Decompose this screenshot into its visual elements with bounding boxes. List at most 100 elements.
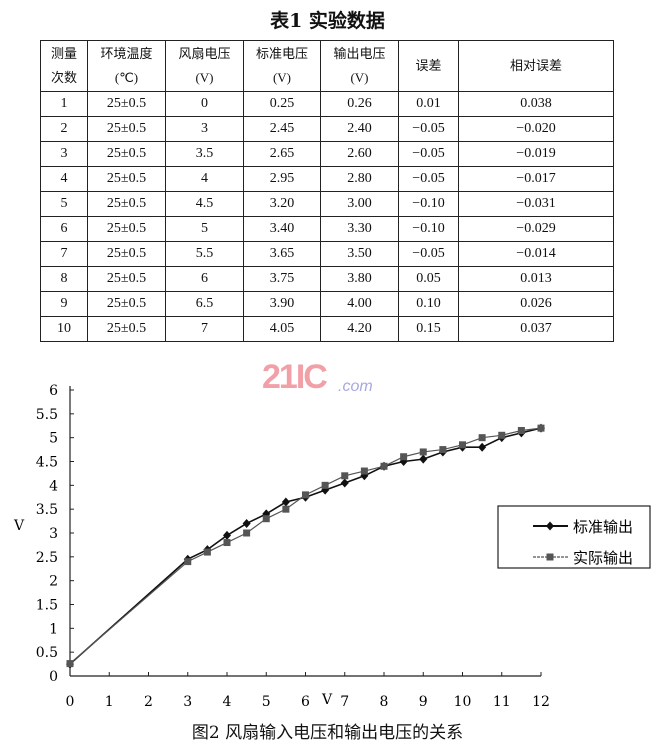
table-cell: 25±0.5 bbox=[87, 116, 166, 142]
x-tick-label: 9 bbox=[419, 694, 428, 710]
table-cell: 6 bbox=[40, 216, 88, 242]
table-cell: −0.020 bbox=[458, 116, 614, 142]
table-cell: −0.05 bbox=[398, 141, 459, 167]
x-tick-label: 8 bbox=[380, 694, 389, 710]
table-cell: 3.75 bbox=[243, 266, 321, 292]
data-point bbox=[321, 481, 329, 489]
table-cell: 0.15 bbox=[398, 316, 459, 342]
table-cell: 2.40 bbox=[320, 116, 399, 142]
column-header-line: 相对误差 bbox=[509, 58, 562, 73]
table-row: 10 25±0.5 7 4.05 4.20 0.15 0.037 bbox=[40, 316, 614, 342]
table-row: 2 25±0.5 3 2.45 2.40 −0.05 −0.020 bbox=[40, 116, 614, 142]
table-cell: 0.01 bbox=[398, 91, 459, 117]
table-row: 9 25±0.5 6.5 3.90 4.00 0.10 0.026 bbox=[40, 291, 614, 317]
legend-marker bbox=[546, 521, 554, 531]
chart-caption: 图2 风扇输入电压和输出电压的关系 bbox=[191, 723, 464, 743]
table-cell: 25±0.5 bbox=[87, 241, 166, 267]
column-header-line: 输出电压 bbox=[333, 46, 386, 61]
data-point bbox=[340, 478, 349, 488]
table-cell: 2.95 bbox=[243, 166, 321, 192]
table-cell: 7 bbox=[40, 241, 88, 267]
table-cell: 7 bbox=[165, 316, 244, 342]
data-point bbox=[400, 453, 408, 461]
table-cell: 25±0.5 bbox=[87, 266, 166, 292]
table-cell: 6.5 bbox=[165, 291, 244, 317]
table-cell: 25±0.5 bbox=[87, 291, 166, 317]
table-row: 7 25±0.5 5.5 3.65 3.50 −0.05 −0.014 bbox=[40, 241, 614, 267]
table-cell: 4.00 bbox=[320, 291, 399, 317]
table-cell: 0.037 bbox=[458, 316, 614, 342]
column-header: 相对误差 bbox=[458, 40, 614, 92]
data-point bbox=[302, 491, 309, 499]
y-tick-label: 0 bbox=[49, 669, 58, 685]
table-cell: 0.05 bbox=[398, 266, 459, 292]
table-cell: −0.05 bbox=[398, 241, 459, 267]
table-cell: 0.26 bbox=[320, 91, 399, 117]
y-tick-label: 0.5 bbox=[36, 645, 58, 661]
table-cell: 3.50 bbox=[320, 241, 399, 267]
x-tick-label: 12 bbox=[532, 694, 550, 710]
table-cell: 0.10 bbox=[398, 291, 459, 317]
table-row: 4 25±0.5 4 2.95 2.80 −0.05 −0.017 bbox=[40, 166, 614, 192]
column-header: 测量 次数 bbox=[40, 40, 88, 92]
table-cell: 3.00 bbox=[320, 191, 399, 217]
table-cell: 25±0.5 bbox=[87, 91, 166, 117]
column-header-line: (V) bbox=[272, 70, 292, 85]
table-cell: 5 bbox=[40, 191, 88, 217]
column-header-line: 风扇电压 bbox=[178, 46, 231, 61]
table-cell: 9 bbox=[40, 291, 88, 317]
table-cell: 2.45 bbox=[243, 116, 321, 142]
column-header-line: (℃) bbox=[114, 70, 139, 85]
y-tick-label: 3 bbox=[49, 526, 58, 542]
column-header-line: 环境温度 bbox=[100, 46, 153, 61]
series-line-standard bbox=[69, 427, 542, 665]
table-cell: 8 bbox=[40, 266, 88, 292]
table-cell: 1 bbox=[40, 91, 88, 117]
table-cell: 5 bbox=[165, 216, 244, 242]
table-cell: 3.40 bbox=[243, 216, 321, 242]
column-header-line: 次数 bbox=[50, 70, 77, 85]
x-tick-label: 6 bbox=[301, 694, 310, 710]
table-cell: −0.05 bbox=[398, 166, 459, 192]
y-tick-label: 4.5 bbox=[36, 455, 58, 471]
table-cell: 3.5 bbox=[165, 141, 244, 167]
column-header-line: 标准电压 bbox=[255, 46, 308, 61]
table-cell: 2.60 bbox=[320, 141, 399, 167]
table-cell: 3.65 bbox=[243, 241, 321, 267]
table-cell: 10 bbox=[40, 316, 88, 342]
data-point bbox=[360, 467, 368, 475]
data-point bbox=[243, 529, 251, 537]
y-tick-label: 2 bbox=[49, 574, 58, 590]
x-tick-label: 4 bbox=[223, 694, 232, 710]
table-cell: 3.80 bbox=[320, 266, 399, 292]
data-point bbox=[203, 548, 211, 556]
legend-marker bbox=[546, 553, 554, 561]
column-header: 误差 bbox=[398, 40, 459, 92]
experiment-data-table: 测量 次数 环境温度 (℃) 风扇电压 (V) 标准电压 (V) 输出电压 (V) 误差 相对误差 1… bbox=[40, 40, 614, 342]
table-cell: 3 bbox=[40, 141, 88, 167]
table-cell: 0 bbox=[165, 91, 244, 117]
table-row: 3 25±0.5 3.5 2.65 2.60 −0.05 −0.019 bbox=[40, 141, 614, 167]
table-cell: 25±0.5 bbox=[87, 216, 166, 242]
table-cell: −0.031 bbox=[458, 191, 614, 217]
table-cell: 0.038 bbox=[458, 91, 614, 117]
data-point bbox=[517, 427, 525, 435]
y-tick-label: 2.5 bbox=[36, 550, 58, 566]
table-row: 5 25±0.5 4.5 3.20 3.00 −0.10 −0.031 bbox=[40, 191, 614, 217]
data-point bbox=[223, 539, 231, 547]
table-cell: 3.30 bbox=[320, 216, 399, 242]
table-cell: 25±0.5 bbox=[87, 141, 166, 167]
y-tick-label: 5.5 bbox=[36, 407, 58, 423]
table-cell: 2 bbox=[40, 116, 88, 142]
table-cell: 4.05 bbox=[243, 316, 321, 342]
table-cell: −0.05 bbox=[398, 116, 459, 142]
data-point bbox=[478, 442, 487, 452]
table-row: 6 25±0.5 5 3.40 3.30 −0.10 −0.029 bbox=[40, 216, 614, 242]
legend-box bbox=[497, 505, 651, 569]
table-cell: 25±0.5 bbox=[87, 191, 166, 217]
x-tick-label: 10 bbox=[454, 694, 472, 710]
column-header-line: 测量 bbox=[50, 46, 77, 61]
legend-label: 实际输出 bbox=[573, 549, 633, 567]
y-tick-label: 3.5 bbox=[36, 502, 58, 518]
